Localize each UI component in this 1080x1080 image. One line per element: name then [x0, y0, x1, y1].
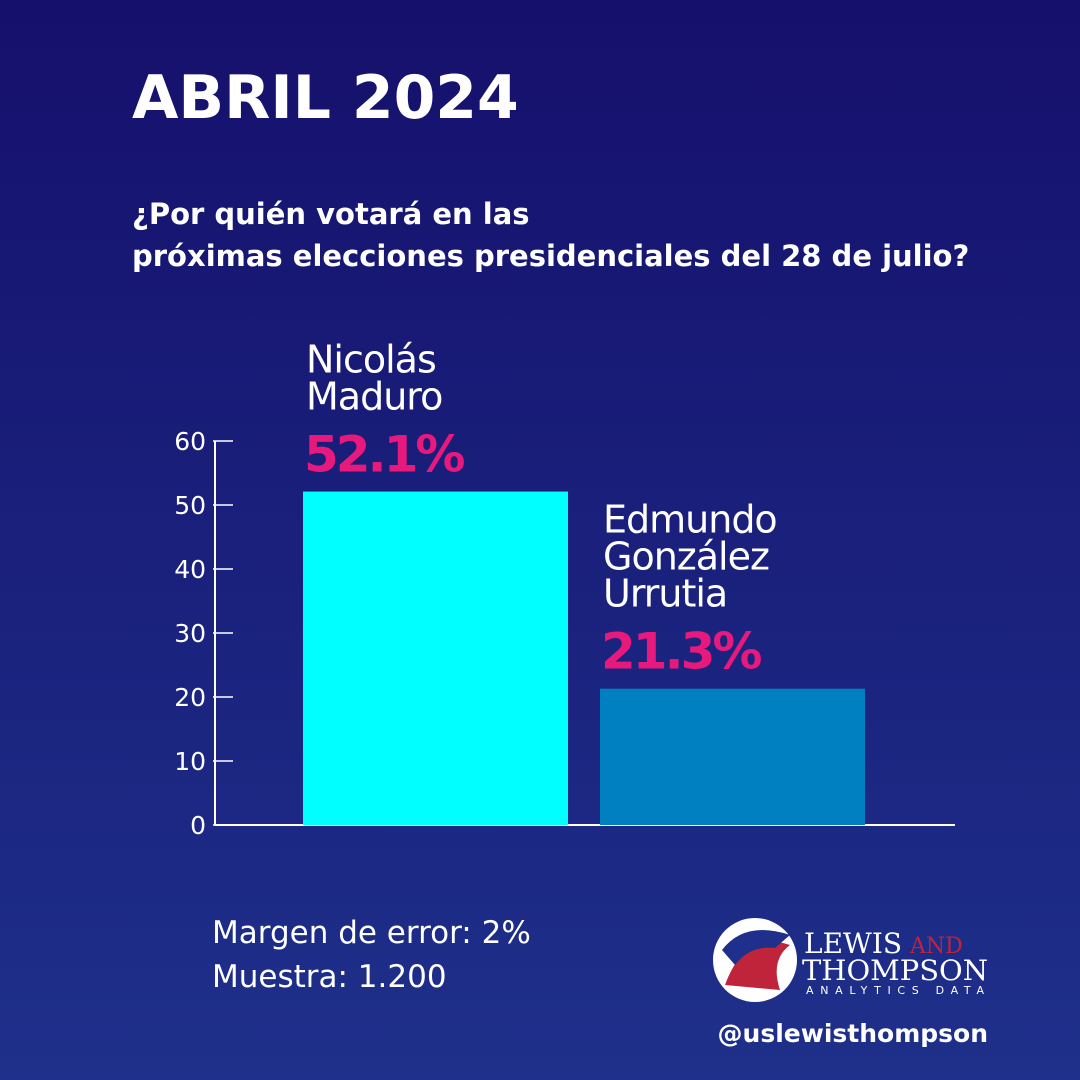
bar [303, 491, 568, 825]
logo: LEWIS AND THOMPSON ANALYTICS DATA [713, 918, 988, 1002]
y-tick-label: 50 [174, 491, 206, 520]
note: Margen de error: 2% [212, 915, 531, 951]
value-label: 52.1% [304, 426, 464, 484]
logo-emblem [722, 930, 790, 965]
brand-name: AND [909, 934, 963, 959]
y-tick-label: 0 [190, 811, 206, 840]
y-tick-label: 10 [174, 747, 206, 776]
chart-title: ABRIL 2024 [132, 63, 519, 133]
category-label: Edmundo González Urrutia [603, 498, 777, 616]
y-tick-label: 30 [174, 619, 206, 648]
y-tick-label: 20 [174, 683, 206, 712]
y-tick-label: 40 [174, 555, 206, 584]
value-label: 21.3% [601, 623, 761, 681]
note: Muestra: 1.200 [212, 959, 447, 995]
chart-subtitle: ¿Por quién votará en las próximas eleccio… [132, 197, 969, 273]
y-tick-label: 60 [174, 427, 206, 456]
brand-name: LEWIS [804, 927, 902, 960]
category-label: Nicolás Maduro [306, 338, 442, 419]
logo-emblem [725, 941, 790, 990]
brand-name: THOMPSON [802, 954, 988, 987]
handle: @uslewisthompson [718, 1019, 988, 1048]
bar [600, 688, 865, 825]
